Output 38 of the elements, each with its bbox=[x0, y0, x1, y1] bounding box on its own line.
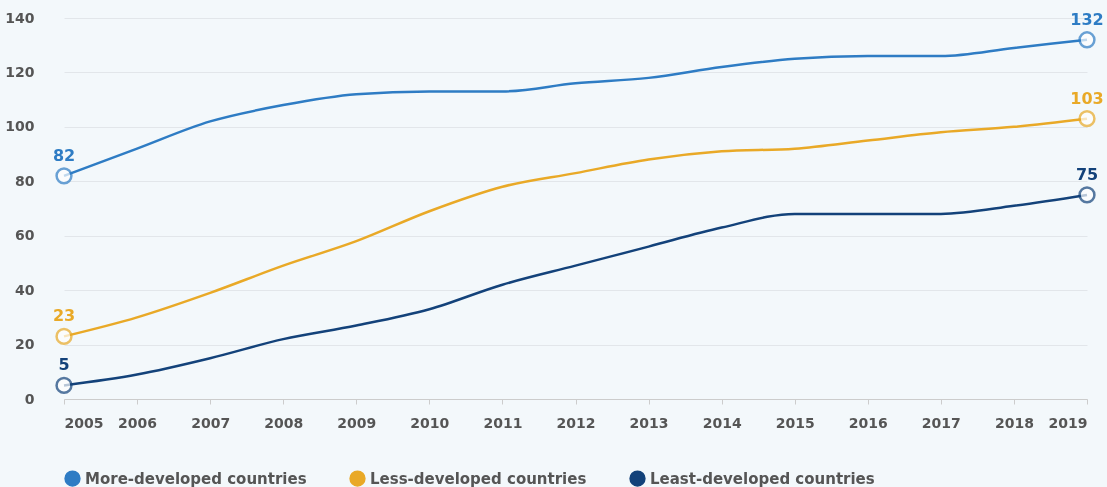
x-tick-label: 2007 bbox=[191, 414, 231, 431]
data-label: 23 bbox=[52, 306, 76, 326]
y-tick-label: 140 bbox=[5, 9, 35, 26]
data-label: 103 bbox=[1070, 88, 1104, 108]
x-tick-label: 2016 bbox=[848, 414, 888, 431]
point bbox=[1078, 31, 1096, 49]
x-tick-label: 2014 bbox=[702, 414, 742, 431]
x-tick-label: 2015 bbox=[775, 414, 815, 431]
legend-label: Least-developed countries bbox=[650, 469, 875, 487]
data-label: 82 bbox=[52, 145, 76, 165]
x-tick-label: 2018 bbox=[994, 414, 1034, 431]
x-tick-label: 2005 bbox=[64, 414, 104, 431]
x-tick-label: 2010 bbox=[410, 414, 450, 431]
x-tick-label: 2012 bbox=[556, 414, 596, 431]
y-tick-label: 100 bbox=[5, 118, 35, 135]
x-tick-label: 2008 bbox=[264, 414, 304, 431]
x-tick-label: 2006 bbox=[118, 414, 158, 431]
y-tick-label: 0 bbox=[24, 390, 35, 407]
y-tick-label: 20 bbox=[15, 336, 35, 353]
x-tick-label: 2013 bbox=[629, 414, 669, 431]
point bbox=[55, 376, 73, 395]
x-tick-label: 2009 bbox=[337, 414, 377, 431]
point bbox=[1078, 110, 1096, 128]
legend-label: Less-developed countries bbox=[370, 469, 587, 487]
y-tick-label: 40 bbox=[15, 281, 35, 298]
y-tick-label: 80 bbox=[15, 172, 35, 189]
y-tick-label: 60 bbox=[15, 227, 35, 244]
data-label: 5 bbox=[58, 355, 70, 375]
x-tick-label: 2011 bbox=[483, 414, 523, 431]
y-tick-label: 120 bbox=[5, 63, 35, 80]
point bbox=[1078, 186, 1096, 204]
legend-label: More-developed countries bbox=[85, 469, 307, 487]
data-label: 75 bbox=[1075, 164, 1099, 184]
x-tick-label: 2019 bbox=[1048, 414, 1088, 431]
point bbox=[55, 327, 73, 346]
point bbox=[55, 167, 73, 185]
data-label: 132 bbox=[1070, 9, 1104, 29]
x-tick-label: 2017 bbox=[921, 414, 961, 431]
